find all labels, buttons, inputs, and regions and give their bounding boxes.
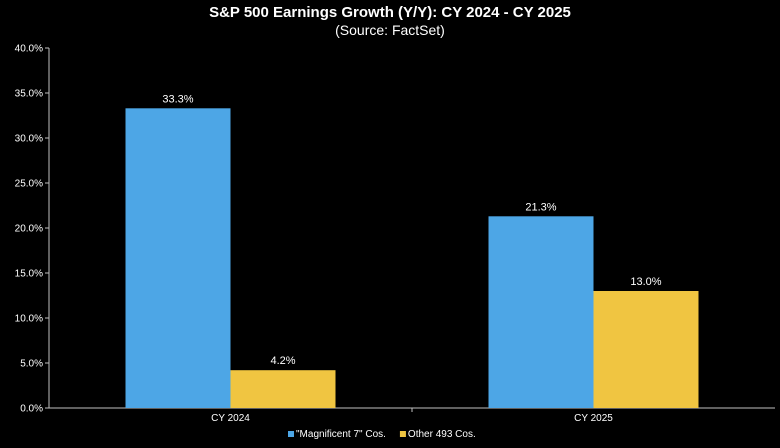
legend-label: "Magnificent 7" Cos. [296,429,386,440]
y-tick-label: 20.0% [15,224,43,235]
legend-swatch [288,431,294,437]
y-tick-label: 10.0% [15,314,43,325]
x-tick-label: CY 2024 [211,413,250,424]
chart-title: S&P 500 Earnings Growth (Y/Y): CY 2024 -… [209,4,571,21]
y-tick-label: 35.0% [15,89,43,100]
data-label: 21.3% [525,201,556,213]
y-tick-label: 40.0% [15,44,43,55]
data-label: 13.0% [630,276,661,288]
y-tick-label: 0.0% [20,404,43,415]
y-tick-label: 5.0% [20,359,43,370]
bar [488,216,594,408]
bar [593,291,699,408]
chart-subtitle: (Source: FactSet) [335,22,445,38]
bar [125,108,231,409]
y-tick-label: 25.0% [15,179,43,190]
legend-swatch [399,431,406,437]
y-tick-label: 30.0% [15,134,43,145]
data-label: 33.3% [162,93,193,105]
x-tick-label: CY 2025 [574,413,613,424]
bar [230,370,336,408]
legend-label: Other 493 Cos. [408,429,476,440]
data-label: 4.2% [270,355,295,367]
y-tick-label: 15.0% [15,269,43,280]
